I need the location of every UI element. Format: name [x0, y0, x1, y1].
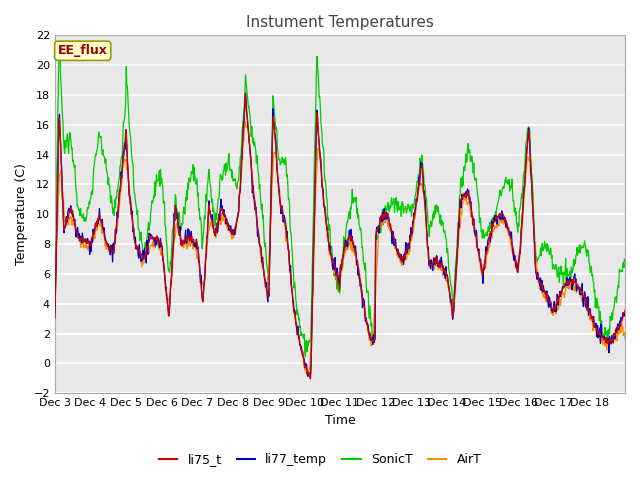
Y-axis label: Temperature (C): Temperature (C)	[15, 163, 28, 265]
Title: Instument Temperatures: Instument Temperatures	[246, 15, 434, 30]
X-axis label: Time: Time	[324, 414, 355, 427]
Legend: li75_t, li77_temp, SonicT, AirT: li75_t, li77_temp, SonicT, AirT	[154, 448, 486, 471]
Text: EE_flux: EE_flux	[58, 44, 108, 57]
